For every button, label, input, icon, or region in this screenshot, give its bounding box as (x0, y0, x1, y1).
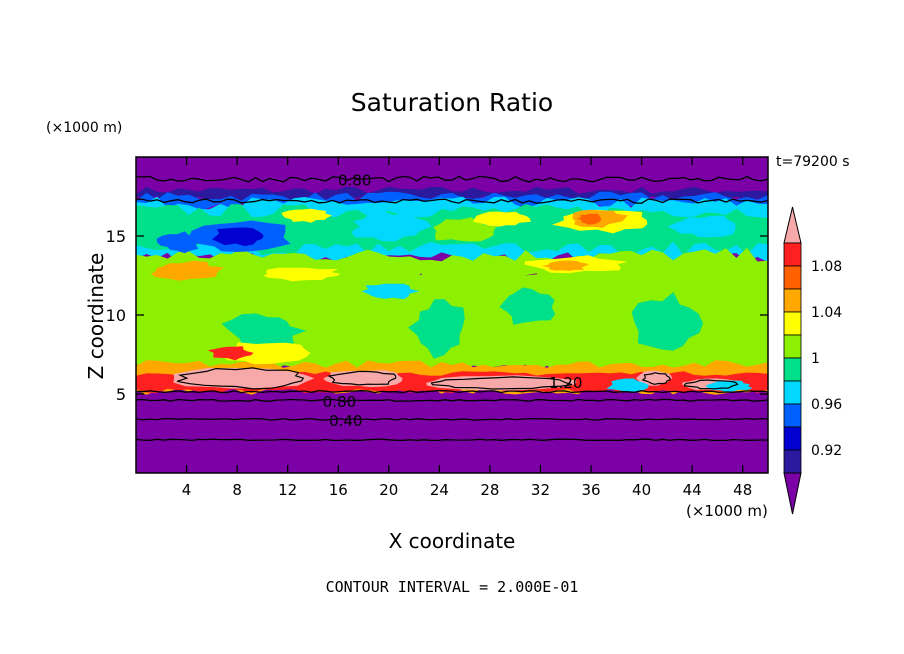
colorbar-label: 1.04 (811, 305, 842, 321)
x-tick-label: 40 (632, 481, 651, 499)
contour-0.80-lower (136, 398, 768, 402)
patch-blue-w2 (156, 231, 204, 254)
colorbar-segment (783, 403, 802, 428)
contour-loop-e2 (683, 379, 739, 390)
contour-upper-2 (136, 198, 768, 204)
patch-cyan-low (361, 283, 420, 300)
patch-pink-west (173, 368, 315, 389)
patch-yellow-layer (262, 267, 341, 282)
patch-red-east (576, 213, 602, 225)
colorbar-label: 0.96 (811, 397, 842, 413)
patch-green-e (631, 292, 704, 351)
time-label: t=79200 s (776, 154, 850, 170)
x-tick-label: 36 (581, 481, 600, 499)
x-axis-label: X coordinate (388, 529, 516, 553)
x-tick-label: 12 (278, 481, 297, 499)
patch-yellow-mid (473, 211, 531, 227)
patch-cyan-base-e (705, 380, 753, 392)
colorbar-segment (783, 334, 802, 359)
patch-cyan-base (606, 378, 649, 392)
contour-loop-west (176, 367, 305, 390)
contour-interval-note: CONTOUR INTERVAL = 2.000E-01 (325, 578, 579, 596)
colorbar: 0.92 0.96 1 1.04 1.08 (783, 206, 842, 515)
x-tick-label: 8 (232, 481, 242, 499)
y-tick-label: 5 (116, 385, 126, 404)
x-tick-label: 32 (531, 481, 550, 499)
x-axis-unit: (×1000 m) (686, 502, 768, 520)
patch-navy-west (212, 227, 264, 247)
colorbar-segment (783, 426, 802, 451)
x-tick-label: 44 (683, 481, 702, 499)
x-tick-label: 24 (430, 481, 449, 499)
y-axis-ticks: 5 10 15 (106, 227, 768, 404)
colorbar-label: 1.08 (811, 259, 842, 275)
patch-orange-layer-e (542, 260, 590, 271)
patch-pink-w2 (323, 370, 403, 388)
x-tick-label: 48 (733, 481, 752, 499)
contour-0.80-upper (136, 175, 768, 183)
colorbar-segment (783, 265, 802, 290)
contour-labels: 0.800.800.401.20 (323, 172, 583, 430)
colorbar-segment (783, 380, 802, 405)
x-tick-label: 28 (480, 481, 499, 499)
colorbar-segment (783, 242, 802, 267)
contour-1.00-base (136, 390, 768, 394)
saturation-field (136, 186, 768, 395)
contour-loop-central (430, 376, 573, 390)
x-tick-label: 16 (329, 481, 348, 499)
contour-0.40 (136, 417, 768, 421)
patch-green-m (408, 299, 465, 359)
colorbar-segment (783, 288, 802, 313)
contour-label: 0.40 (329, 412, 362, 430)
contour-label: 0.80 (338, 172, 371, 190)
y-axis-label: Z coordinate (84, 252, 108, 380)
patch-red-lower (207, 346, 254, 361)
colorbar-lower-extension (783, 472, 802, 515)
contour-lines (136, 175, 768, 442)
saturation-patches (151, 208, 753, 392)
colorbar-label: 0.92 (811, 443, 842, 459)
x-tick-label: 4 (182, 481, 192, 499)
patch-cyan-mid (351, 210, 432, 242)
y-axis-unit: (×1000 m) (46, 120, 123, 136)
x-axis-ticks: 4 8 12 16 20 24 28 32 36 40 44 48 (182, 157, 752, 499)
patch-lime-mid (433, 217, 496, 242)
contour-lower-2 (136, 438, 768, 442)
contour-loop-e1 (641, 372, 671, 385)
chart-title: Saturation Ratio (350, 88, 554, 117)
colorbar-segment (783, 449, 802, 474)
contour-label: 1.20 (549, 374, 582, 392)
contour-label: 0.80 (323, 393, 356, 411)
patch-yellow-w (281, 208, 333, 223)
x-tick-label: 20 (379, 481, 398, 499)
patch-green-c (499, 287, 556, 325)
patch-orange-layer (151, 260, 224, 281)
colorbar-label: 1 (811, 351, 820, 367)
colorbar-upper-extension (783, 206, 802, 244)
patch-green-w (221, 313, 307, 348)
y-tick-label: 10 (106, 306, 126, 325)
colorbar-segment (783, 357, 802, 382)
contour-loop-w2 (327, 370, 397, 386)
y-tick-label: 15 (106, 227, 126, 246)
colorbar-segment (783, 311, 802, 336)
patch-cyan-east (667, 215, 736, 238)
